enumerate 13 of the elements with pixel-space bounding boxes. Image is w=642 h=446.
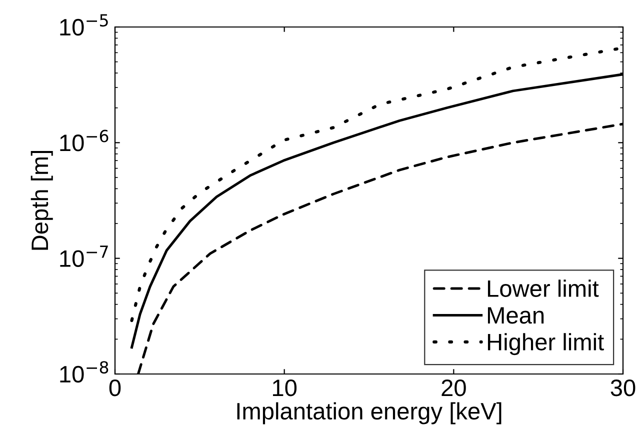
legend-label: Lower limit [488, 280, 599, 297]
x-tick-label: 0 [109, 379, 121, 396]
y-axis-title: Depth [m] [30, 151, 53, 250]
legend-label: Higher limit [488, 333, 604, 356]
x-tick-label: 20 [442, 379, 466, 396]
y-tick-label: 10$^{−6}$ [60, 130, 108, 152]
y-tick-label: 10$^{−5}$ [60, 14, 108, 36]
y-tick-label: 10$^{−7}$ [60, 246, 108, 267]
x-tick-label: 30 [610, 379, 636, 396]
legend-label: Mean [488, 307, 544, 324]
y-tick-label: 10$^{−8}$ [60, 361, 108, 383]
x-tick-label: 10 [273, 379, 297, 396]
x-axis-title: Implantation energy [keV] [237, 402, 502, 424]
